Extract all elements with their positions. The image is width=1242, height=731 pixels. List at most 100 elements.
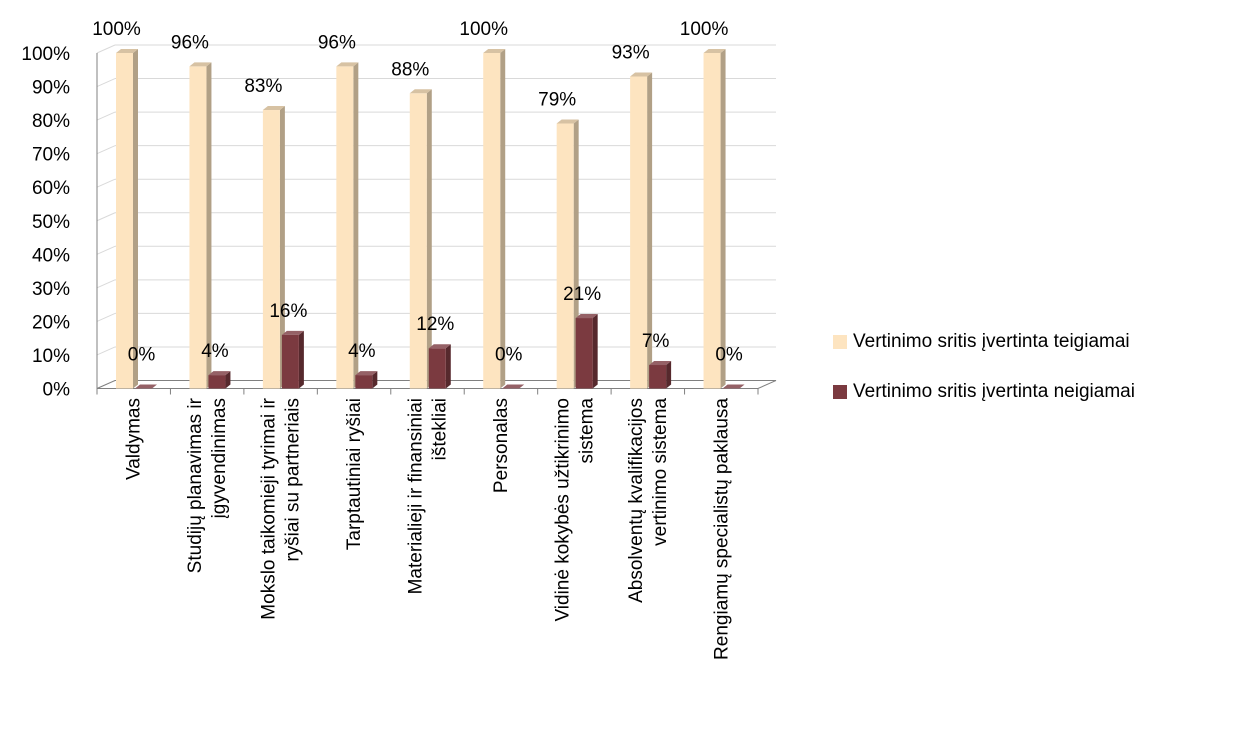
gridline-side	[96, 245, 116, 255]
bar-front	[116, 53, 133, 389]
y-tick-label: 50%	[32, 212, 70, 233]
y-tick-label: 40%	[32, 245, 70, 266]
bar-positive	[189, 62, 212, 389]
bar-top	[116, 49, 138, 53]
bar-front	[189, 66, 207, 389]
bar-front	[703, 53, 721, 389]
bar-front	[208, 375, 226, 389]
legend-swatch-negative	[833, 385, 847, 399]
gridline-side	[96, 212, 116, 222]
bar-top	[703, 49, 726, 53]
bar-negative	[502, 384, 525, 389]
bar-side	[206, 62, 212, 389]
gridline-side	[96, 312, 116, 322]
bar-positive	[336, 62, 359, 389]
x-category-label: ryšiai su partneriais	[283, 398, 304, 562]
legend-item-positive: Vertinimo sritis įvertinta teigiamai	[833, 331, 1135, 353]
bar-top	[262, 106, 285, 111]
bar-side	[445, 344, 451, 389]
bar-top	[409, 89, 432, 94]
bar-top	[502, 384, 525, 389]
x-category-label: Valdymas	[124, 398, 145, 480]
x-category-label: Mokslo taikomieji tyrimai ir	[259, 397, 280, 619]
data-label: 100%	[680, 19, 729, 40]
x-category-label: sistema	[576, 398, 597, 464]
bar-negative	[355, 371, 378, 389]
bar-side	[647, 72, 653, 389]
bar-side	[720, 49, 726, 389]
bar-side	[666, 361, 672, 389]
y-axis-tick-labels: 0% 10% 20% 30% 40% 50% 60% 70% 80% 90% 100%	[21, 44, 70, 401]
bar-positive	[703, 49, 726, 389]
bar-top	[135, 384, 157, 389]
data-label: 96%	[171, 32, 209, 53]
bar-top	[722, 384, 745, 389]
bar-positive	[483, 49, 506, 389]
x-category-label: Vidinė kokybės užtikrinimo	[552, 398, 573, 622]
y-tick-label: 70%	[32, 145, 70, 166]
x-category-label: vertinimo sistema	[650, 398, 671, 546]
chart-axes	[96, 53, 777, 395]
legend-swatch-positive	[833, 335, 847, 349]
bar-top	[189, 62, 212, 67]
data-label: 0%	[495, 345, 523, 366]
x-category-label: ištekliai	[430, 398, 451, 460]
legend-item-negative: Vertinimo sritis įvertinta neigiamai	[833, 381, 1135, 403]
bar-side	[133, 49, 138, 389]
legend-label-negative: Vertinimo sritis įvertinta neigiamai	[853, 381, 1135, 402]
bar-front	[649, 365, 667, 389]
bar-negative	[575, 314, 598, 389]
data-label: 100%	[459, 19, 508, 40]
bar-positive	[630, 72, 653, 389]
bar-negative	[208, 371, 231, 389]
data-label: 83%	[244, 76, 282, 97]
bar-negative	[281, 330, 304, 389]
bar-front	[262, 110, 280, 389]
bar-top	[575, 314, 598, 319]
y-tick-label: 60%	[32, 178, 70, 199]
bar-positive	[262, 106, 285, 389]
x-category-label: įgyvendinimas	[209, 398, 230, 518]
gridline-side	[96, 78, 116, 88]
data-label: 21%	[563, 284, 601, 305]
data-label: 16%	[269, 301, 307, 322]
bar-side	[500, 49, 506, 389]
bar-front	[556, 123, 574, 389]
bar-top	[281, 330, 304, 335]
bar-positive	[116, 49, 138, 389]
x-category-label: Studijų planavimas ir	[185, 397, 206, 573]
bar-side	[298, 330, 304, 389]
x-category-label: Rengiamų specialistų paklausa	[711, 398, 732, 660]
bar-positive	[556, 119, 579, 389]
data-label: 12%	[416, 314, 454, 335]
y-tick-label: 80%	[32, 111, 70, 132]
bar-negative	[722, 384, 745, 389]
data-label: 0%	[715, 345, 743, 366]
data-label: 7%	[642, 331, 670, 352]
bar-side	[592, 314, 598, 389]
data-label: 93%	[612, 42, 650, 63]
x-category-label: Tarptautiniai ryšiai	[344, 398, 365, 550]
bar-side	[279, 106, 285, 389]
chart-legend: Vertinimo sritis įvertinta teigiamai Ver…	[833, 331, 1135, 431]
y-tick-label: 20%	[32, 312, 70, 333]
y-tick-label: 0%	[43, 380, 71, 401]
bar-front	[428, 348, 446, 389]
bar-front	[630, 76, 648, 389]
data-label: 4%	[348, 341, 376, 362]
data-label: 4%	[201, 341, 229, 362]
bar-top	[649, 361, 672, 366]
y-tick-label: 30%	[32, 279, 70, 300]
gridline-side	[96, 145, 116, 155]
bar-side	[225, 371, 231, 389]
bar-front	[575, 318, 593, 389]
bar-top	[556, 119, 579, 124]
bar-negative	[428, 344, 451, 389]
chart-data-labels: 100% 96% 83% 96% 88% 100% 79% 93% 100% 0% 4% 16% 4% 1…	[92, 19, 743, 366]
chart-bars	[116, 49, 745, 389]
data-label: 96%	[318, 32, 356, 53]
y-tick-label: 90%	[32, 78, 70, 99]
bar-front	[336, 66, 354, 389]
data-label: 100%	[92, 19, 141, 40]
